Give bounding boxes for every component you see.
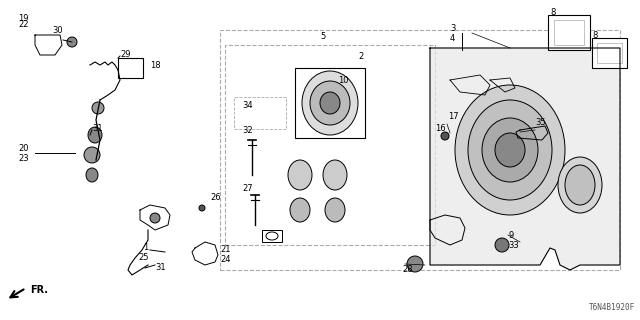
Text: 17: 17 [448,111,459,121]
Text: 28: 28 [402,266,413,275]
Text: 23: 23 [18,154,29,163]
Text: 24: 24 [220,255,230,265]
Ellipse shape [565,165,595,205]
Ellipse shape [320,92,340,114]
Text: 31: 31 [155,263,166,273]
Text: 16: 16 [435,124,445,132]
Ellipse shape [310,81,350,125]
Text: 2: 2 [358,52,364,60]
Text: 8: 8 [550,7,556,17]
Text: 8: 8 [592,30,597,39]
Text: 3: 3 [450,23,456,33]
Text: 35: 35 [535,117,546,126]
Ellipse shape [495,133,525,167]
Bar [234,97,286,129]
Polygon shape [430,48,620,270]
Ellipse shape [325,198,345,222]
Ellipse shape [468,100,552,200]
Ellipse shape [67,37,77,47]
Text: 4: 4 [450,34,455,43]
Text: 31: 31 [92,124,102,132]
Ellipse shape [88,127,102,143]
Text: 19: 19 [18,13,29,22]
Ellipse shape [199,205,205,211]
Text: 30: 30 [52,26,63,35]
Text: 27: 27 [242,183,253,193]
Text: 29: 29 [120,50,131,59]
Text: 1: 1 [143,244,148,252]
Ellipse shape [150,213,160,223]
Text: 33: 33 [508,242,519,251]
Bar [295,68,365,138]
Bar [592,38,627,68]
Ellipse shape [302,71,358,135]
Bar [220,30,620,270]
Text: 10: 10 [338,76,349,84]
Ellipse shape [323,160,347,190]
Text: T6N4B1920F: T6N4B1920F [589,303,635,312]
Ellipse shape [290,198,310,222]
Bar [597,43,622,63]
Ellipse shape [84,147,100,163]
Bar [118,58,143,78]
Ellipse shape [86,168,98,182]
Bar [225,45,435,245]
Text: 5: 5 [320,31,325,41]
Ellipse shape [558,157,602,213]
Text: 21: 21 [220,245,230,254]
Text: 22: 22 [18,20,29,28]
Text: 34: 34 [242,100,253,109]
Text: 9: 9 [508,231,513,241]
Text: FR.: FR. [30,285,48,295]
Ellipse shape [455,85,565,215]
Text: 25: 25 [138,253,148,262]
Ellipse shape [495,238,509,252]
Ellipse shape [288,160,312,190]
Bar [548,15,590,50]
Text: 20: 20 [18,143,29,153]
Text: 32: 32 [242,125,253,134]
Ellipse shape [441,132,449,140]
Text: 26: 26 [210,194,221,203]
Bar [262,230,282,242]
Text: 18: 18 [150,60,161,69]
Ellipse shape [92,102,104,114]
Ellipse shape [482,118,538,182]
Ellipse shape [407,256,423,272]
Bar [554,20,584,45]
